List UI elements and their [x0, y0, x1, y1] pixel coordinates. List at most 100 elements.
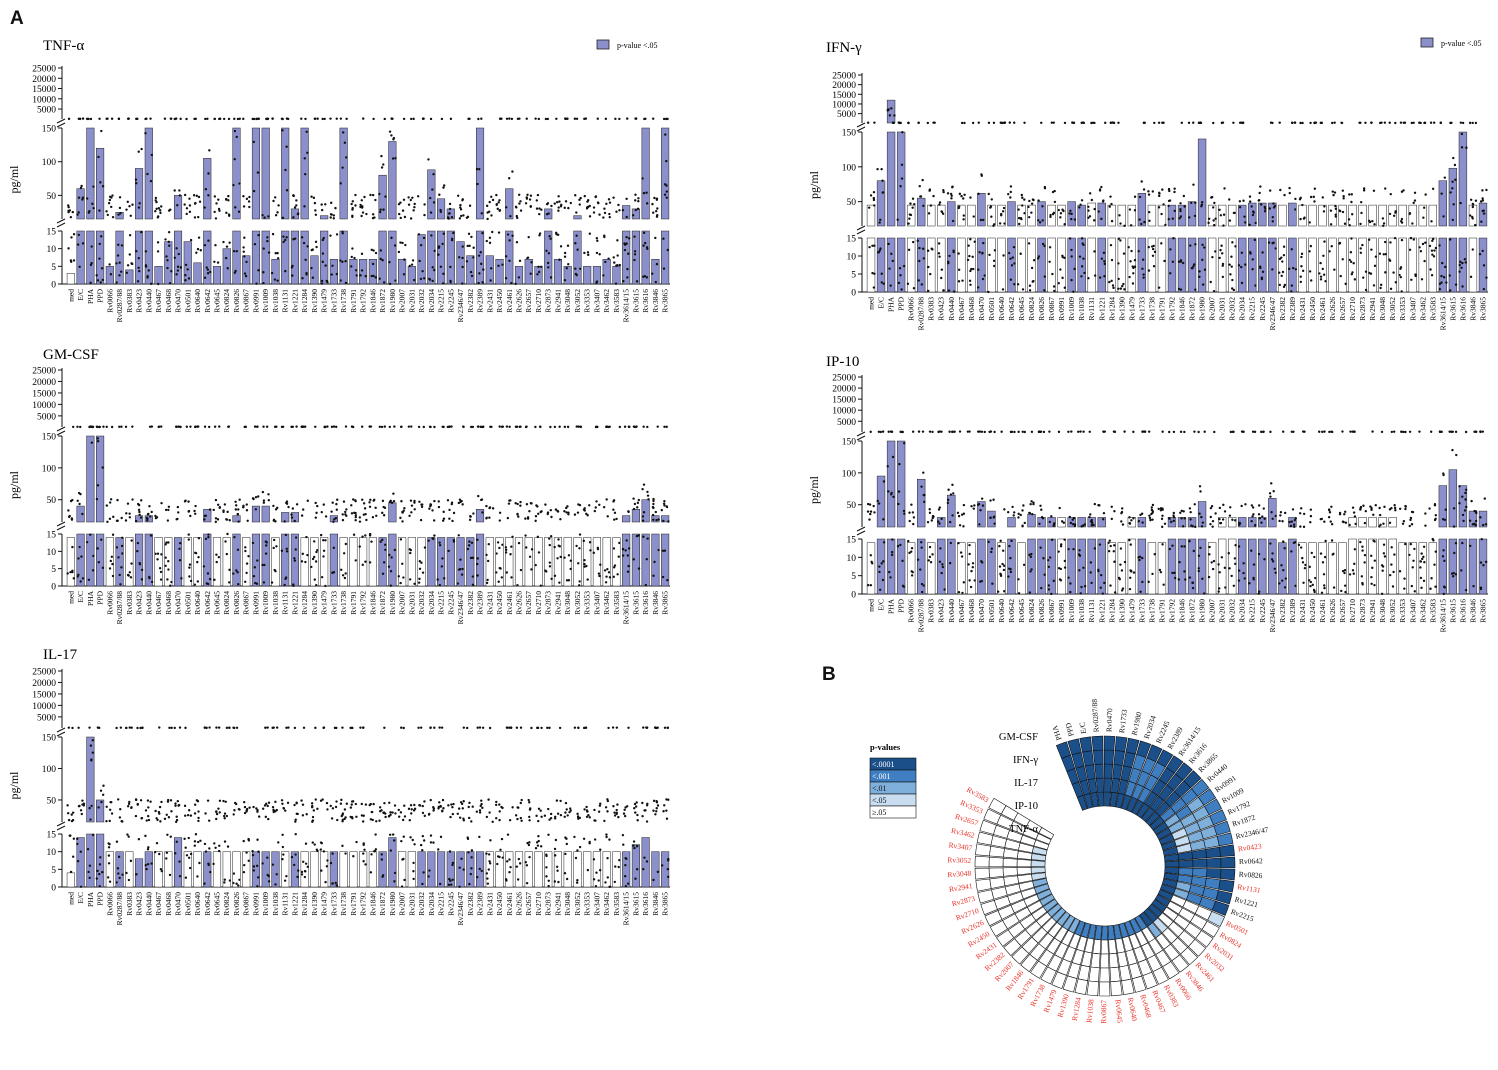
data-point: [1468, 214, 1472, 217]
y-axis-label: pg/ml: [7, 771, 21, 800]
data-point: [908, 213, 912, 216]
bar: [1127, 538, 1137, 595]
data-point: [281, 845, 285, 849]
bar: [300, 851, 309, 888]
data-point: [478, 726, 482, 729]
data-point: [1198, 512, 1201, 515]
data-point: [1030, 500, 1033, 503]
data-point: [563, 117, 567, 120]
data-point: [1429, 121, 1433, 124]
data-point: [962, 581, 966, 584]
data-point: [529, 272, 532, 275]
data-point: [578, 584, 581, 587]
data-point: [125, 871, 128, 875]
data-point: [381, 511, 384, 515]
data-point: [979, 218, 983, 222]
data-point: [382, 514, 386, 517]
data-point: [312, 555, 316, 559]
y-tick-label: 20000: [32, 75, 56, 85]
data-point: [281, 425, 285, 429]
data-point: [1383, 121, 1387, 124]
axis-break-mark: [56, 727, 66, 733]
data-point: [656, 425, 659, 428]
data-point: [1012, 514, 1015, 517]
bar: [475, 509, 485, 523]
data-point: [164, 543, 167, 546]
data-point: [341, 820, 344, 823]
bar: [553, 259, 563, 285]
data-point: [899, 274, 902, 277]
data-point: [563, 510, 566, 513]
data-point: [127, 574, 130, 577]
data-point: [1321, 561, 1325, 564]
data-point: [538, 207, 541, 210]
data-point: [479, 251, 482, 254]
data-point: [1032, 259, 1036, 262]
data-point: [158, 209, 162, 212]
data-point: [461, 265, 464, 269]
data-point: [166, 259, 169, 262]
data-point: [138, 563, 142, 566]
data-point: [1279, 511, 1283, 514]
data-point: [1434, 585, 1437, 588]
data-point: [480, 802, 483, 806]
data-point: [911, 197, 915, 200]
data-point: [501, 543, 504, 546]
data-point: [972, 507, 975, 510]
data-point: [1372, 284, 1376, 287]
data-point: [1151, 254, 1155, 258]
x-tick-label: Rv2657: [1338, 599, 1347, 623]
data-point: [970, 569, 973, 573]
data-point: [558, 200, 561, 203]
data-point: [245, 851, 248, 854]
data-point: [516, 502, 519, 506]
data-point: [948, 254, 951, 258]
data-point: [1232, 430, 1235, 434]
bar: [427, 537, 436, 587]
bar: [242, 255, 251, 285]
data-point: [495, 552, 498, 555]
data-point: [613, 518, 616, 521]
data-point: [402, 835, 405, 838]
bar: [524, 537, 533, 587]
data-point: [1332, 586, 1336, 589]
data-point: [1311, 583, 1314, 587]
bar: [456, 241, 465, 285]
data-point: [992, 259, 996, 263]
data-point: [175, 815, 178, 818]
data-point: [1253, 430, 1257, 434]
data-point: [423, 800, 426, 803]
bar: [271, 537, 280, 587]
data-point: [1022, 504, 1025, 507]
data-point: [1088, 215, 1092, 218]
data-point: [491, 507, 495, 510]
x-tick-label: Rv0824: [1027, 599, 1036, 623]
data-point: [1030, 211, 1033, 214]
data-point: [311, 841, 314, 844]
data-point: [137, 266, 140, 270]
data-point: [1201, 243, 1204, 247]
y-tick-label: 10000: [32, 702, 56, 712]
data-point: [971, 566, 974, 569]
data-point: [272, 726, 275, 729]
data-point: [402, 576, 405, 579]
data-point: [305, 130, 308, 134]
bar: [66, 537, 75, 587]
data-point: [354, 518, 357, 522]
data-point: [1309, 508, 1313, 511]
data-point: [918, 259, 921, 263]
data-point: [652, 574, 655, 577]
x-tick-label: Rv2034: [427, 591, 436, 615]
data-point: [866, 583, 870, 587]
data-point: [146, 513, 150, 516]
data-point: [419, 726, 423, 729]
data-point: [583, 194, 586, 198]
data-point: [877, 430, 881, 433]
data-point: [130, 539, 133, 542]
data-point: [1052, 285, 1056, 288]
bar: [1047, 237, 1056, 293]
data-point: [652, 502, 655, 506]
x-tick-label: med: [66, 591, 75, 604]
data-point: [1179, 259, 1183, 262]
data-point: [479, 262, 483, 266]
